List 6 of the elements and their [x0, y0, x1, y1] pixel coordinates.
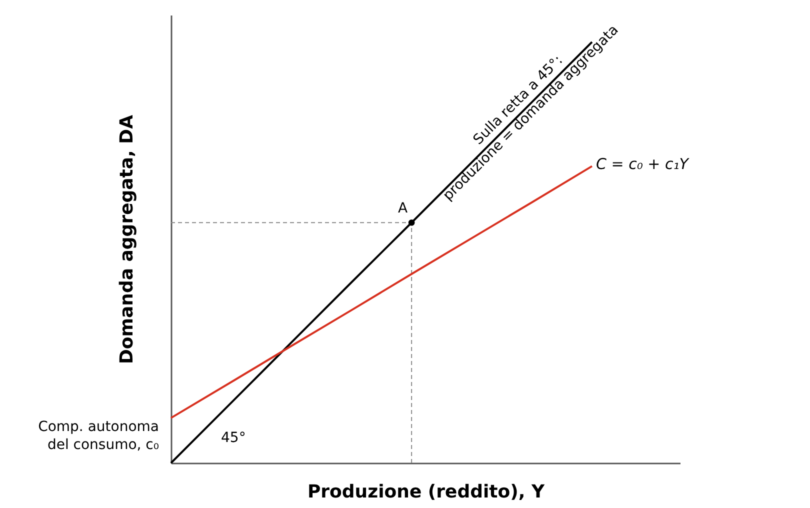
annotation: Comp. autonoma del consumo, c₀: [38, 419, 160, 453]
x-axis-title: Produzione (reddito), Y: [307, 482, 546, 502]
series-label: C = c₀ + c₁Y: [596, 155, 690, 174]
annotation: A: [398, 200, 408, 217]
annotation: 45°: [221, 430, 246, 446]
y-axis-title: Domanda aggregata, DA: [116, 114, 138, 364]
